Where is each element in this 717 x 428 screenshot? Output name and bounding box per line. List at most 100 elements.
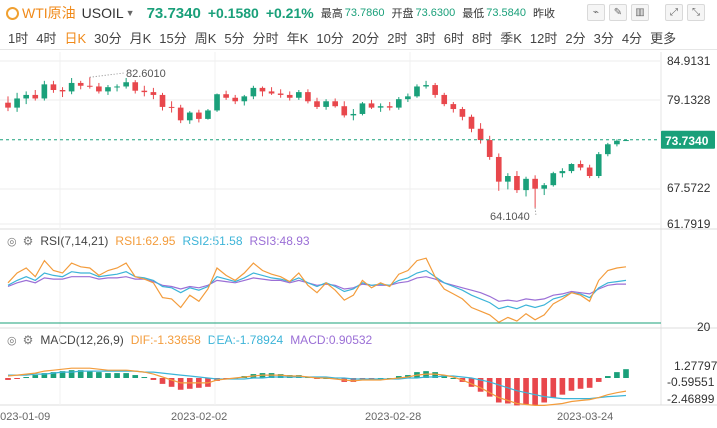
candle-body (423, 85, 429, 87)
candle-body (141, 90, 148, 93)
candle-body (386, 106, 393, 108)
candle-body (605, 144, 611, 155)
period-tab[interactable]: 2分 (565, 30, 586, 46)
last-price: 73.7340 (146, 4, 201, 22)
dif-line (7, 367, 627, 406)
candle-body (159, 94, 166, 107)
fullscreen-icon[interactable]: ⤢ (665, 4, 683, 21)
candle-body (505, 176, 511, 182)
draw-icon[interactable]: ✎ (609, 4, 627, 21)
price-change-pct: +0.21% (265, 5, 314, 21)
date-label: 2023-03-24 (557, 411, 613, 423)
low-label: 最低 (462, 8, 485, 20)
date-label: 2023-02-28 (365, 411, 421, 423)
y-tick-label: 61.7919 (667, 217, 711, 231)
macd-bar (432, 372, 438, 378)
candle-body (77, 82, 84, 86)
window-tools: ⤢ ⤡ (661, 4, 705, 21)
macd-bar (41, 373, 48, 378)
macd-bar (468, 378, 475, 387)
rsi3-line (7, 276, 626, 302)
chevron-down-icon[interactable]: ▼ (125, 8, 135, 18)
period-tab[interactable]: 5分 (224, 30, 245, 46)
period-tab[interactable]: 10分 (316, 30, 344, 46)
period-tab[interactable]: 3分 (593, 30, 614, 46)
candle-body (105, 87, 111, 92)
period-tab[interactable]: 2时 (387, 30, 408, 46)
collapse-icon[interactable]: ⤡ (687, 4, 705, 21)
candle-body (296, 92, 302, 98)
candle-body (186, 112, 193, 121)
period-tab[interactable]: 4时 (36, 30, 57, 46)
current-price-value: 73.7340 (665, 134, 709, 148)
instrument-code[interactable]: USOIL (81, 5, 124, 21)
candle-body (32, 94, 39, 99)
macd-bar (477, 378, 484, 392)
candle-body (405, 96, 411, 100)
period-tab[interactable]: 日K (64, 30, 87, 46)
candle-body (68, 82, 75, 92)
candle-body (368, 103, 375, 108)
candle-body (305, 92, 311, 102)
instrument-logo-icon (6, 6, 19, 20)
collapse-icon[interactable]: ◎ (7, 334, 17, 347)
candle-body (477, 128, 484, 141)
period-tab[interactable]: 20分 (351, 30, 380, 46)
macd-bar (505, 378, 511, 404)
macd-bar (141, 377, 148, 379)
high-value: 73.7860 (344, 7, 385, 19)
settings-icon[interactable]: ⚙ (22, 234, 34, 248)
candle-body (177, 107, 184, 121)
period-tab[interactable]: 4分 (621, 30, 643, 46)
period-tab[interactable]: 15分 (159, 30, 187, 46)
candle-body (223, 94, 229, 98)
period-tab[interactable]: 更多 (650, 30, 677, 46)
candle-body (123, 82, 129, 87)
dea-line (8, 370, 627, 400)
instrument-name-label: WTI原油 (22, 5, 76, 21)
max-price-label: 82.6010 (126, 68, 166, 80)
macd-bar (550, 378, 557, 398)
open-value: 73.6300 (415, 7, 456, 19)
period-tab[interactable]: 季K (500, 30, 522, 46)
candle-body (250, 87, 257, 97)
macd-bar (105, 373, 111, 378)
period-tab[interactable]: 3时 (415, 30, 436, 46)
macd-bar (559, 378, 566, 395)
period-tab[interactable]: 分时 (252, 30, 279, 46)
macd-bar (132, 375, 139, 378)
period-tab[interactable]: 30分 (94, 30, 122, 46)
macd-bar (614, 372, 620, 378)
macd-bar (177, 378, 184, 390)
macd-bar (123, 373, 129, 378)
period-tab[interactable]: 1时 (8, 30, 29, 46)
chart-type-icon[interactable]: ⌁ (587, 4, 605, 21)
candle-body (168, 106, 175, 108)
period-tab[interactable]: 年K (286, 30, 309, 46)
candle-body (595, 154, 602, 177)
macd-bar (86, 371, 93, 378)
candle-body (241, 96, 248, 102)
compare-icon[interactable]: ▥ (631, 4, 649, 21)
candle-body (286, 94, 293, 98)
candle-body (395, 99, 402, 108)
collapse-icon[interactable]: ◎ (7, 235, 17, 248)
macd-bar (150, 378, 157, 380)
macd-value: MACD:0.90532 (290, 333, 373, 347)
macd-bar (23, 377, 29, 379)
candle-body (323, 101, 329, 107)
macd-bar (495, 378, 502, 403)
period-tab[interactable]: 8时 (471, 30, 493, 46)
settings-icon[interactable]: ⚙ (22, 333, 34, 347)
period-tab[interactable]: 周K (194, 30, 217, 46)
candle-body (523, 178, 529, 191)
instrument-name[interactable]: WTI原油 (6, 3, 76, 23)
candle-body (114, 86, 120, 88)
quote-bar: WTI原油 USOIL ▼ 73.7340 +0.1580 +0.21% 最高 … (0, 0, 717, 26)
period-tab[interactable]: 月K (129, 30, 152, 46)
macd-bar (77, 370, 84, 378)
candle-body (14, 98, 20, 108)
period-tab[interactable]: 6时 (443, 30, 464, 46)
period-tab[interactable]: 12时 (529, 30, 558, 46)
